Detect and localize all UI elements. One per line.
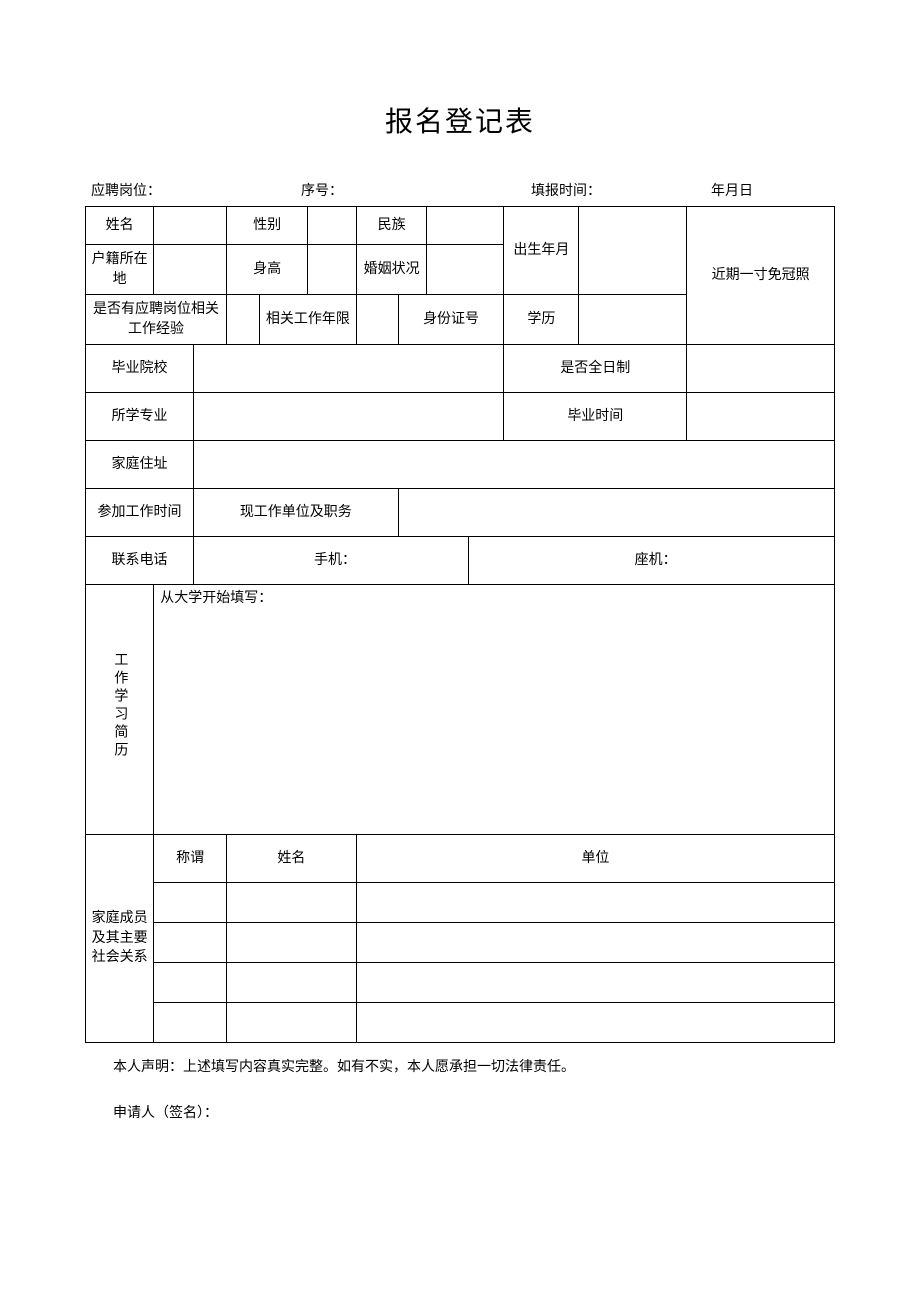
field-education[interactable]	[579, 295, 687, 345]
field-exp-years[interactable]	[356, 295, 398, 345]
signature-label: 申请人（签名）：	[85, 1102, 835, 1122]
field-name[interactable]	[154, 207, 227, 245]
fam-row2-name[interactable]	[226, 923, 356, 963]
label-photo: 近期一寸免冠照	[687, 207, 835, 345]
label-birth: 出生年月	[504, 207, 579, 295]
fam-row1-unit[interactable]	[356, 883, 834, 923]
field-major[interactable]	[193, 393, 504, 441]
label-education: 学历	[504, 295, 579, 345]
label-current-work: 现工作单位及职务	[193, 489, 398, 537]
fam-row1-title[interactable]	[154, 883, 227, 923]
position-label: 应聘岗位：	[91, 180, 301, 200]
fam-row4-title[interactable]	[154, 1003, 227, 1043]
label-fam-title: 称谓	[154, 835, 227, 883]
field-gender[interactable]	[308, 207, 356, 245]
label-fam-name: 姓名	[226, 835, 356, 883]
fam-row4-unit[interactable]	[356, 1003, 834, 1043]
field-ethnicity[interactable]	[427, 207, 504, 245]
label-major: 所学专业	[86, 393, 194, 441]
declaration-text: 本人声明：上述填写内容真实完整。如有不实，本人愿承担一切法律责任。	[85, 1053, 835, 1084]
label-start-work: 参加工作时间	[86, 489, 194, 537]
time-label: 填报时间：	[531, 180, 711, 200]
fam-row3-name[interactable]	[226, 963, 356, 1003]
label-resume: 工作学习简历	[86, 585, 154, 835]
field-address[interactable]	[193, 441, 834, 489]
label-marital: 婚姻状况	[356, 245, 426, 295]
label-phone: 联系电话	[86, 537, 194, 585]
field-fulltime[interactable]	[687, 345, 835, 393]
label-fam-unit: 单位	[356, 835, 834, 883]
fam-row1-name[interactable]	[226, 883, 356, 923]
label-residence: 户籍所在地	[86, 245, 154, 295]
label-name: 姓名	[86, 207, 154, 245]
fam-row3-title[interactable]	[154, 963, 227, 1003]
label-fulltime: 是否全日制	[504, 345, 687, 393]
label-has-exp: 是否有应聘岗位相关工作经验	[86, 295, 227, 345]
label-gender: 性别	[226, 207, 307, 245]
field-landline[interactable]: 座机：	[469, 537, 835, 585]
label-id-num: 身份证号	[398, 295, 504, 345]
header-line: 应聘岗位： 序号： 填报时间： 年月日	[85, 180, 835, 204]
field-height[interactable]	[308, 245, 356, 295]
form-title: 报名登记表	[85, 100, 835, 140]
field-birth[interactable]	[579, 207, 687, 295]
date-text: 年月日	[711, 180, 753, 200]
label-grad-time: 毕业时间	[504, 393, 687, 441]
field-has-exp[interactable]	[226, 295, 259, 345]
fam-row2-title[interactable]	[154, 923, 227, 963]
label-exp-years: 相关工作年限	[259, 295, 356, 345]
label-school: 毕业院校	[86, 345, 194, 393]
field-grad-time[interactable]	[687, 393, 835, 441]
label-ethnicity: 民族	[356, 207, 426, 245]
label-family: 家庭成员及其主要社会关系	[86, 835, 154, 1043]
fam-row3-unit[interactable]	[356, 963, 834, 1003]
seq-label: 序号：	[301, 180, 531, 200]
field-residence[interactable]	[154, 245, 227, 295]
registration-table: 姓名 性别 民族 出生年月 近期一寸免冠照 户籍所在地 身高 婚姻状况 是否有应…	[85, 206, 835, 1043]
label-address: 家庭住址	[86, 441, 194, 489]
field-current-work[interactable]	[398, 489, 834, 537]
fam-row2-unit[interactable]	[356, 923, 834, 963]
field-marital[interactable]	[427, 245, 504, 295]
fam-row4-name[interactable]	[226, 1003, 356, 1043]
field-mobile[interactable]: 手机：	[193, 537, 468, 585]
field-school[interactable]	[193, 345, 504, 393]
label-height: 身高	[226, 245, 307, 295]
field-resume[interactable]: 从大学开始填写：	[154, 585, 835, 835]
